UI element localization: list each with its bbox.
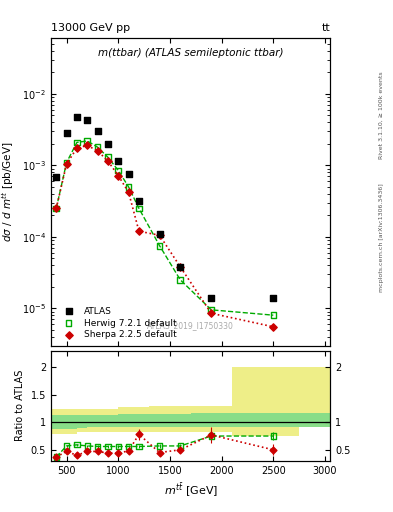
Sherpa 2.2.5 default xyxy=(53,204,59,212)
Point xyxy=(156,449,163,457)
ATLAS xyxy=(208,294,215,302)
Herwig 7.2.1 default xyxy=(208,306,215,314)
Text: tt: tt xyxy=(321,23,330,33)
ATLAS xyxy=(94,127,101,135)
Point xyxy=(63,447,70,456)
Point xyxy=(53,453,59,461)
Point xyxy=(136,442,142,451)
Point xyxy=(156,442,163,450)
Y-axis label: $d\sigma$ / $d$ $m^{t\bar{t}}$ [pb/GeV]: $d\sigma$ / $d$ $m^{t\bar{t}}$ [pb/GeV] xyxy=(0,142,17,242)
Text: 13000 GeV pp: 13000 GeV pp xyxy=(51,23,130,33)
Point xyxy=(115,449,121,457)
Point xyxy=(74,441,80,449)
Sherpa 2.2.5 default xyxy=(125,188,132,197)
Point xyxy=(125,447,132,455)
Point xyxy=(53,453,59,461)
Herwig 7.2.1 default xyxy=(115,166,121,175)
Legend: ATLAS, Herwig 7.2.1 default, Sherpa 2.2.5 default: ATLAS, Herwig 7.2.1 default, Sherpa 2.2.… xyxy=(55,305,178,341)
Text: ATLAS_2019_I1750330: ATLAS_2019_I1750330 xyxy=(147,321,234,330)
Sherpa 2.2.5 default xyxy=(74,144,80,152)
ATLAS xyxy=(84,116,90,124)
Sherpa 2.2.5 default xyxy=(156,231,163,240)
ATLAS xyxy=(125,170,132,178)
Herwig 7.2.1 default xyxy=(156,242,163,250)
Point xyxy=(84,447,90,456)
Text: Rivet 3.1.10, ≥ 100k events: Rivet 3.1.10, ≥ 100k events xyxy=(379,71,384,159)
ATLAS xyxy=(63,130,70,138)
ATLAS xyxy=(156,230,163,238)
Sherpa 2.2.5 default xyxy=(63,160,70,168)
Herwig 7.2.1 default xyxy=(125,183,132,191)
ATLAS xyxy=(177,263,184,271)
X-axis label: $m^{t\bar{t}}$ [GeV]: $m^{t\bar{t}}$ [GeV] xyxy=(163,481,218,499)
Point xyxy=(177,442,184,450)
Point xyxy=(270,445,276,454)
Sherpa 2.2.5 default xyxy=(270,323,276,331)
Herwig 7.2.1 default xyxy=(74,138,80,146)
Herwig 7.2.1 default xyxy=(105,153,111,161)
Sherpa 2.2.5 default xyxy=(94,147,101,155)
ATLAS xyxy=(115,157,121,165)
Point xyxy=(105,449,111,457)
Sherpa 2.2.5 default xyxy=(105,157,111,165)
Point xyxy=(270,432,276,440)
Point xyxy=(74,451,80,459)
Text: mcplots.cern.ch [arXiv:1306.3436]: mcplots.cern.ch [arXiv:1306.3436] xyxy=(379,184,384,292)
Herwig 7.2.1 default xyxy=(270,311,276,319)
Sherpa 2.2.5 default xyxy=(177,263,184,271)
Herwig 7.2.1 default xyxy=(63,158,70,166)
Herwig 7.2.1 default xyxy=(136,204,142,212)
ATLAS xyxy=(105,140,111,148)
Point xyxy=(208,431,215,439)
Sherpa 2.2.5 default xyxy=(115,172,121,180)
Point xyxy=(105,442,111,451)
Herwig 7.2.1 default xyxy=(84,137,90,145)
Herwig 7.2.1 default xyxy=(177,276,184,284)
Point xyxy=(177,445,184,454)
Point xyxy=(136,430,142,438)
Herwig 7.2.1 default xyxy=(94,143,101,151)
Herwig 7.2.1 default xyxy=(53,204,59,212)
ATLAS xyxy=(53,173,59,181)
Sherpa 2.2.5 default xyxy=(136,227,142,236)
Text: m(ttbar) (ATLAS semileptonic ttbar): m(ttbar) (ATLAS semileptonic ttbar) xyxy=(98,48,283,58)
Sherpa 2.2.5 default xyxy=(208,309,215,317)
ATLAS xyxy=(136,197,142,205)
ATLAS xyxy=(270,294,276,302)
Point xyxy=(208,432,215,440)
Point xyxy=(84,442,90,450)
Point xyxy=(63,442,70,450)
Point xyxy=(115,442,121,451)
Point xyxy=(94,442,101,451)
Point xyxy=(94,447,101,456)
Sherpa 2.2.5 default xyxy=(84,141,90,150)
Y-axis label: Ratio to ATLAS: Ratio to ATLAS xyxy=(15,370,25,441)
ATLAS xyxy=(74,113,80,121)
Point xyxy=(125,442,132,451)
